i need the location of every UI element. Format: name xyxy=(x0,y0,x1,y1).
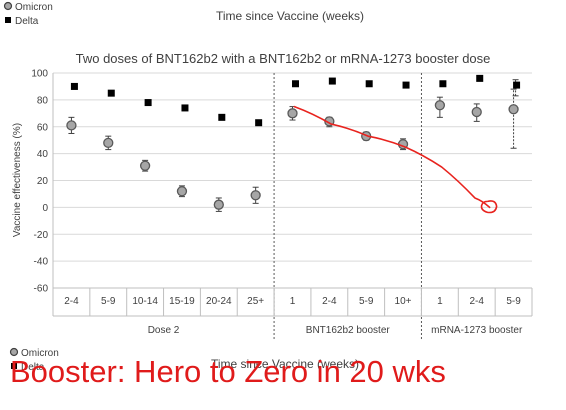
delta-series xyxy=(70,74,521,127)
legend-bottom-omicron-marker xyxy=(9,347,19,357)
group-label: BNT162b2 booster xyxy=(306,325,391,336)
header-caption: Time since Vaccine (weeks) xyxy=(216,9,364,23)
omicron-point xyxy=(66,120,77,131)
legend-delta-label: Delta xyxy=(15,16,39,27)
legend-bottom-delta-label: Delta xyxy=(21,362,45,373)
group-labels: Dose 2 BNT162b2 booster mRNA-1273 booster xyxy=(52,73,533,340)
x-tick-label: 1 xyxy=(437,296,443,307)
y-tick-label: 20 xyxy=(37,176,49,187)
x-tick-label: 5-9 xyxy=(359,296,374,307)
legend-bottom-delta-marker xyxy=(11,363,17,369)
headline-caption: Booster: Hero to Zero in 20 wks xyxy=(10,354,446,389)
x-tick-label: 1 xyxy=(290,296,296,307)
delta-point xyxy=(144,99,152,107)
delta-point xyxy=(439,80,447,88)
chart-title: Two doses of BNT162b2 with a BNT162b2 or… xyxy=(76,51,491,66)
grid xyxy=(52,72,532,289)
legend-top: Omicron Delta xyxy=(3,1,53,27)
omicron-point xyxy=(508,104,519,115)
delta-point xyxy=(476,74,484,82)
y-tick-label: -40 xyxy=(34,257,49,268)
annotation-trend-line xyxy=(293,105,491,209)
legend-omicron-marker xyxy=(3,1,13,11)
y-tick-label: -60 xyxy=(34,284,49,295)
delta-point xyxy=(292,80,299,88)
omicron-point xyxy=(213,199,224,210)
x-tick-label: 5-9 xyxy=(506,296,521,307)
delta-point xyxy=(218,113,226,121)
group-label: Dose 2 xyxy=(148,325,180,336)
omicron-point xyxy=(434,100,446,111)
y-tick-label: 60 xyxy=(37,122,49,133)
delta-point xyxy=(255,119,263,127)
x-tick-label: 10+ xyxy=(395,296,412,307)
legend-bottom: Omicron Delta xyxy=(9,347,59,373)
delta-point xyxy=(513,81,521,89)
group-label: mRNA-1273 booster xyxy=(431,325,523,336)
delta-point xyxy=(328,77,336,85)
annotation-circle xyxy=(480,200,498,214)
x-tick-label: 15-19 xyxy=(169,296,195,307)
hand-drawn-annotation xyxy=(293,105,498,214)
x-tick-label: 25+ xyxy=(247,296,264,307)
delta-point xyxy=(365,80,373,88)
delta-point xyxy=(181,104,189,112)
y-tick-label: 100 xyxy=(31,69,48,80)
x-tick-label: 5-9 xyxy=(101,296,116,307)
x-tick-label: 2-4 xyxy=(64,296,79,307)
x-tick-label: 20-24 xyxy=(206,296,232,307)
omicron-point xyxy=(176,186,188,197)
delta-point xyxy=(402,81,410,89)
omicron-point xyxy=(287,108,298,119)
y-tick-label: 80 xyxy=(37,95,49,106)
omicron-series xyxy=(66,100,519,210)
y-tick-label: -20 xyxy=(34,230,49,241)
y-axis-label: Vaccine effectiveness (%) xyxy=(12,123,23,237)
x-axis-label: Time since Vaccine (weeks) xyxy=(211,357,359,371)
omicron-point xyxy=(139,160,151,171)
delta-point xyxy=(107,89,115,97)
x-tick-label: 2-4 xyxy=(470,296,485,307)
omicron-point xyxy=(250,190,261,201)
x-tick-label: 2-4 xyxy=(322,296,337,307)
legend-bottom-omicron-label: Omicron xyxy=(21,348,59,359)
omicron-point xyxy=(103,137,114,149)
omicron-point xyxy=(471,106,482,118)
legend-delta-marker xyxy=(5,17,11,23)
y-tick-label: 0 xyxy=(42,203,48,214)
y-tick-label: 40 xyxy=(37,149,49,160)
legend-omicron-label: Omicron xyxy=(15,2,53,13)
y-tick-labels: -60 -40 -20 0 20 40 60 80 100 xyxy=(31,69,48,295)
x-tick-labels: 2-4 5-9 10-14 15-19 20-24 25+ 1 2-4 5-9 10+ 1 2-4 5-… xyxy=(64,296,521,307)
delta-point xyxy=(70,82,78,90)
x-tick-label: 10-14 xyxy=(132,296,158,307)
